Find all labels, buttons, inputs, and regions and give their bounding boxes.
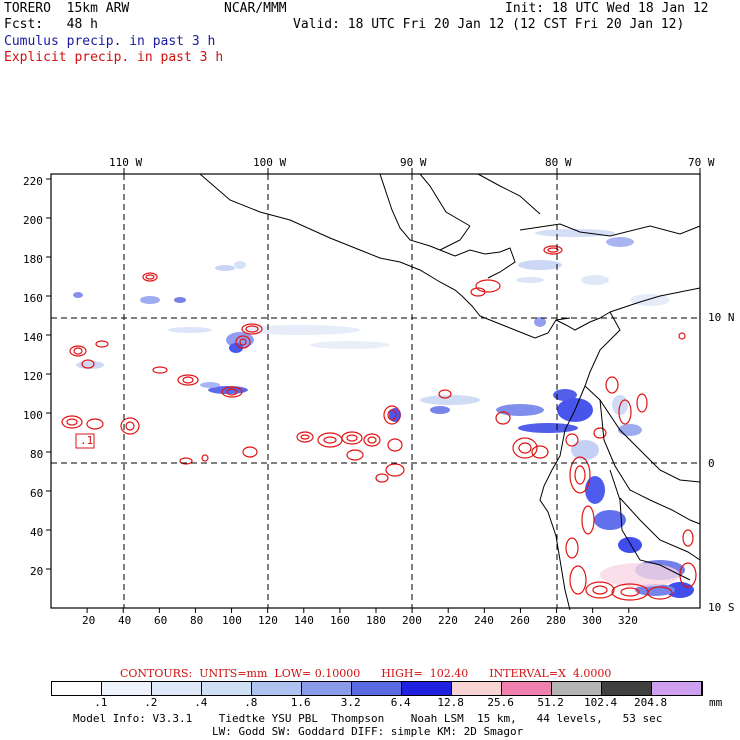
colorbar-swatch <box>452 682 502 695</box>
x-tick-label: 280 <box>546 614 566 627</box>
y-tick-label: 20 <box>30 565 44 578</box>
coastlines <box>199 173 701 611</box>
colorbar <box>51 681 703 696</box>
init-time: Init: 18 UTC Wed 18 Jan 12 <box>505 1 709 16</box>
x-tick-label: 160 <box>330 614 350 627</box>
colorbar-label: 51.2 <box>537 696 564 709</box>
plot-frame <box>50 173 701 609</box>
cumulus-legend: Cumulus precip. in past 3 h <box>4 34 216 49</box>
x-tick-label: 300 <box>582 614 602 627</box>
lon-label-70w: 70 W <box>688 156 715 169</box>
colorbar-swatch <box>52 682 102 695</box>
colorbar-label: .1 <box>94 696 108 709</box>
lon-label-100w: 100 W <box>253 156 287 169</box>
x-tick-label: 60 <box>154 614 168 627</box>
colorbar-swatch <box>102 682 152 695</box>
colorbar-swatch <box>652 682 702 695</box>
colorbar-swatch <box>302 682 352 695</box>
explicit-legend: Explicit precip. in past 3 h <box>4 50 224 65</box>
contours-info: CONTOURS: UNITS=mm LOW= 0.10000 HIGH= 10… <box>120 667 612 680</box>
colorbar-swatch <box>202 682 252 695</box>
valid-time: Valid: 18 UTC Fri 20 Jan 12 (12 CST Fri … <box>293 17 685 32</box>
y-tick-label: 140 <box>23 331 43 344</box>
x-tick-label: 200 <box>402 614 422 627</box>
organization: NCAR/MMM <box>224 1 287 16</box>
lat-label-0: 0 <box>708 457 715 470</box>
colorbar-unit: mm <box>709 696 723 709</box>
colorbar-label: .4 <box>194 696 208 709</box>
forecast-hour: Fcst: 48 h <box>4 17 98 32</box>
colorbar-label: 102.4 <box>584 696 618 709</box>
colorbar-label: 1.6 <box>290 696 311 709</box>
explicit-precip-contours <box>61 245 697 601</box>
y-tick-label: 160 <box>23 292 43 305</box>
colorbar-label: .2 <box>144 696 158 709</box>
x-tick-label: 80 <box>190 614 204 627</box>
lat-label-10n: 10 N <box>708 311 735 324</box>
x-tick-label: 220 <box>438 614 458 627</box>
colorbar-swatch <box>502 682 552 695</box>
latlon-grid <box>51 174 700 608</box>
colorbar-swatch <box>552 682 602 695</box>
lon-label-110w: 110 W <box>109 156 143 169</box>
colorbar-label: 3.2 <box>340 696 361 709</box>
model-title: TORERO 15km ARW <box>4 1 130 16</box>
colorbar-label: 25.6 <box>487 696 514 709</box>
y-tick-label: 180 <box>23 253 43 266</box>
x-tick-label: 20 <box>82 614 96 627</box>
colorbar-label: 6.4 <box>390 696 411 709</box>
y-ticks <box>46 178 51 570</box>
box-label-frame <box>75 433 95 449</box>
y-tick-label: 80 <box>30 448 44 461</box>
y-tick-label: 220 <box>23 175 43 188</box>
lon-label-90w: 90 W <box>400 156 427 169</box>
lon-ticks <box>123 168 701 174</box>
x-tick-label: 180 <box>366 614 386 627</box>
y-tick-label: 60 <box>30 487 44 500</box>
y-tick-label: 120 <box>23 370 43 383</box>
x-tick-label: 320 <box>618 614 638 627</box>
colorbar-swatch <box>352 682 402 695</box>
lat-label-10s: 10 S <box>708 601 735 614</box>
colorbar-swatch <box>152 682 202 695</box>
colorbar-label: 204.8 <box>634 696 668 709</box>
x-tick-label: 100 <box>222 614 242 627</box>
lon-label-80w: 80 W <box>545 156 572 169</box>
x-tick-label: 120 <box>258 614 278 627</box>
y-tick-label: 200 <box>23 214 43 227</box>
x-ticks <box>86 608 630 613</box>
x-tick-label: 40 <box>118 614 132 627</box>
colorbar-label: .8 <box>244 696 258 709</box>
colorbar-swatch <box>252 682 302 695</box>
y-tick-label: 100 <box>23 409 43 422</box>
model-info-line2: LW: Godd SW: Goddard DIFF: simple KM: 2D… <box>212 725 524 738</box>
x-tick-label: 140 <box>294 614 314 627</box>
x-tick-label: 240 <box>474 614 494 627</box>
cumulus-precip-shading <box>73 229 694 598</box>
colorbar-swatch <box>402 682 452 695</box>
model-info-line1: Model Info: V3.3.1 Tiedtke YSU PBL Thomp… <box>73 712 663 725</box>
colorbar-label: 12.8 <box>437 696 464 709</box>
x-tick-label: 260 <box>510 614 530 627</box>
y-tick-label: 40 <box>30 526 44 539</box>
box-label: .1 <box>80 434 94 447</box>
colorbar-swatch <box>602 682 652 695</box>
